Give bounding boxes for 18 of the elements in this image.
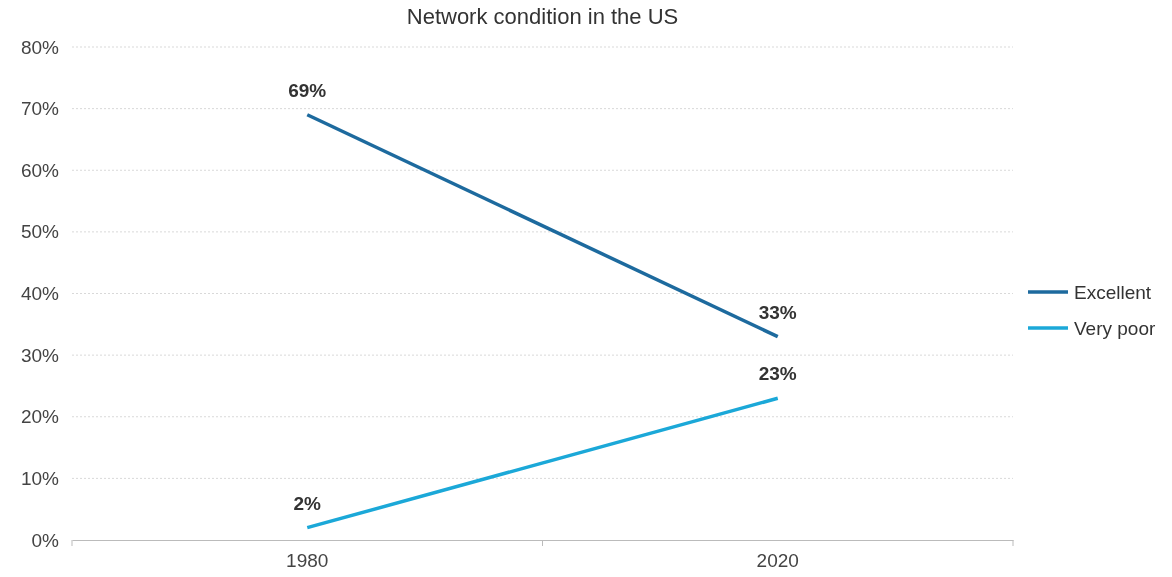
- data-label: 23%: [758, 363, 797, 385]
- data-label: 69%: [288, 79, 327, 101]
- y-tick-label: 0%: [31, 529, 60, 551]
- y-tick-label: 20%: [20, 406, 60, 428]
- x-tick-label: 2020: [756, 550, 799, 572]
- y-tick-label: 80%: [20, 36, 60, 58]
- y-tick-label: 40%: [20, 283, 60, 305]
- chart-title: Network condition in the US: [406, 4, 679, 29]
- y-tick-label: 70%: [20, 98, 60, 120]
- y-tick-label: 60%: [20, 159, 60, 181]
- y-tick-label: 50%: [20, 221, 60, 243]
- x-tick-label: 1980: [286, 550, 329, 572]
- data-label: 33%: [758, 301, 797, 323]
- legend-label: Very poor: [1074, 318, 1156, 339]
- legend-label: Excellent: [1074, 282, 1152, 303]
- y-tick-label: 30%: [20, 344, 60, 366]
- data-label: 2%: [293, 492, 322, 514]
- y-tick-label: 10%: [20, 467, 60, 489]
